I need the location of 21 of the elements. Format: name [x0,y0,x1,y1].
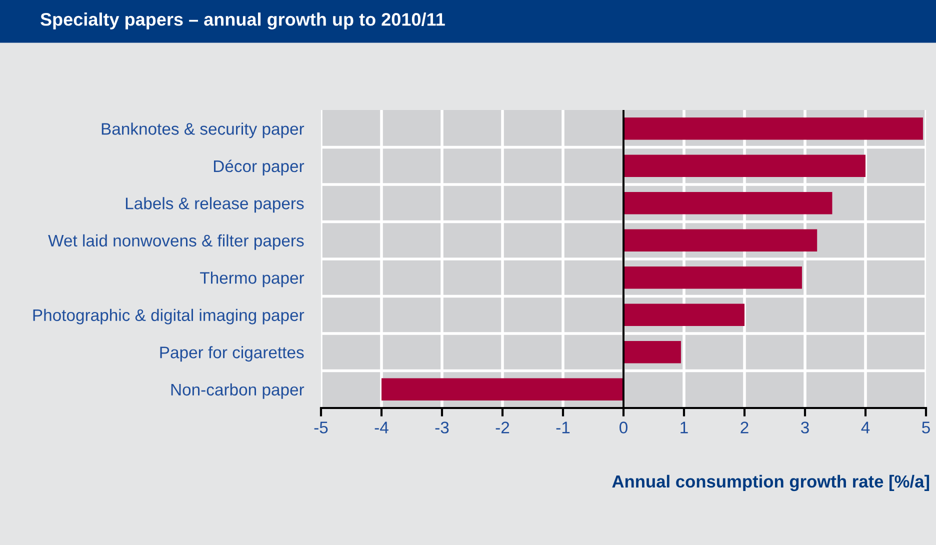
x-tick-label: -4 [374,422,388,434]
x-tick-label: 0 [620,422,628,434]
y-tick-label: Photographic & digital imaging paper [33,308,304,324]
y-tick-label: Paper for cigarettes [160,346,304,362]
x-tick-label: 5 [922,422,930,434]
x-tick-label: 3 [801,422,809,434]
x-tick-label: 4 [861,422,870,434]
y-tick-label: Non-carbon paper [171,383,304,399]
y-tick-label: Thermo paper [200,272,304,288]
y-tick-label: Labels & release papers [126,197,304,213]
x-axis-title: Annual consumption growth rate [%/a] [612,474,930,492]
y-tick-label: Banknotes & security paper [102,122,304,138]
y-tick-label: Décor paper [214,160,304,176]
x-tick-label: 2 [740,422,748,434]
x-tick-label: 1 [680,422,688,434]
x-tick-label: -3 [435,422,449,434]
x-tick-label: -2 [496,422,510,434]
x-tick-label: -5 [314,422,328,434]
x-tick-label: -1 [556,422,570,434]
y-tick-label: Wet laid nonwovens & filter papers [48,234,304,250]
chart-title: Specialty papers – annual growth up to 2010/11 [40,12,445,30]
